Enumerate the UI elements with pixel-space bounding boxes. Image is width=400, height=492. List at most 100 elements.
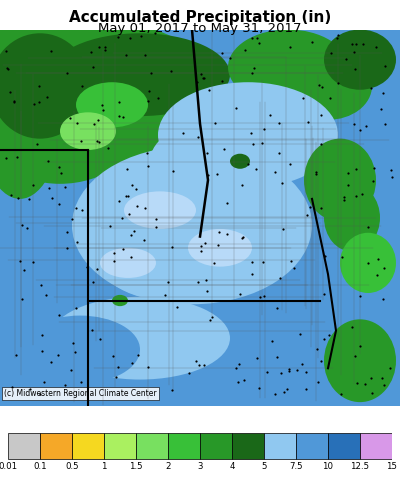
Ellipse shape <box>0 63 140 184</box>
Point <box>56 162 62 170</box>
Point <box>126 210 132 218</box>
Point <box>116 113 122 121</box>
Point <box>278 369 284 376</box>
Point <box>303 369 310 376</box>
Point <box>123 192 129 200</box>
Point <box>272 168 278 176</box>
Point <box>146 87 152 95</box>
Point <box>74 120 80 127</box>
Point <box>4 64 10 72</box>
Point <box>36 82 42 90</box>
Point <box>98 101 105 109</box>
Point <box>204 149 210 157</box>
Point <box>352 65 358 73</box>
Point <box>148 69 154 77</box>
Point <box>49 194 55 202</box>
Point <box>38 281 44 289</box>
Point <box>314 345 320 353</box>
Point <box>387 364 394 371</box>
Ellipse shape <box>150 120 290 203</box>
Bar <box>232 433 264 460</box>
Point <box>382 120 388 127</box>
Point <box>30 258 36 266</box>
Point <box>126 34 133 42</box>
Point <box>334 34 340 42</box>
Ellipse shape <box>324 184 380 251</box>
Point <box>236 290 243 298</box>
Point <box>170 167 176 175</box>
Point <box>287 43 293 51</box>
Point <box>269 338 276 345</box>
Point <box>26 195 32 203</box>
Point <box>242 46 248 54</box>
Point <box>318 83 325 91</box>
Point <box>348 323 355 331</box>
Point <box>46 184 53 192</box>
Point <box>198 242 204 249</box>
Point <box>89 326 95 334</box>
Text: 1.5: 1.5 <box>129 462 143 471</box>
Point <box>96 139 102 147</box>
Point <box>256 384 262 392</box>
Text: 7.5: 7.5 <box>289 462 303 471</box>
Ellipse shape <box>20 315 140 383</box>
Point <box>380 295 386 303</box>
Point <box>345 169 351 177</box>
Point <box>260 125 267 133</box>
Point <box>201 361 208 369</box>
Point <box>195 133 201 141</box>
Point <box>36 98 42 106</box>
Point <box>356 126 363 134</box>
Point <box>128 231 134 239</box>
Point <box>56 311 62 319</box>
Point <box>206 316 213 324</box>
Point <box>354 379 360 387</box>
Point <box>208 313 215 321</box>
Point <box>198 70 204 78</box>
Point <box>10 98 17 106</box>
Bar <box>72 433 104 460</box>
Point <box>360 40 366 48</box>
Point <box>168 67 175 75</box>
Point <box>240 233 246 241</box>
Point <box>350 48 357 56</box>
Point <box>141 236 147 244</box>
Ellipse shape <box>158 82 338 187</box>
Bar <box>296 433 328 460</box>
Point <box>368 84 374 92</box>
Point <box>256 39 262 47</box>
Point <box>382 62 389 70</box>
Point <box>278 179 285 186</box>
Point <box>317 357 324 365</box>
Point <box>18 221 25 229</box>
Point <box>84 263 90 271</box>
Point <box>90 121 97 128</box>
Point <box>359 189 365 197</box>
Point <box>254 354 260 362</box>
Point <box>363 122 370 130</box>
Bar <box>136 433 168 460</box>
Point <box>352 40 359 48</box>
Bar <box>8 433 40 460</box>
Ellipse shape <box>0 18 192 101</box>
Point <box>348 40 355 48</box>
Point <box>39 331 46 339</box>
Point <box>369 389 376 397</box>
Point <box>274 353 280 361</box>
Point <box>373 43 379 51</box>
Point <box>74 238 80 246</box>
Point <box>338 391 345 399</box>
Point <box>39 347 45 355</box>
Point <box>145 364 151 371</box>
Point <box>227 54 233 62</box>
Point <box>341 193 347 201</box>
Point <box>155 94 161 102</box>
Point <box>216 228 222 236</box>
Point <box>388 166 394 174</box>
Point <box>194 278 201 286</box>
Point <box>245 159 252 167</box>
Text: 1: 1 <box>101 462 107 471</box>
Ellipse shape <box>50 33 230 116</box>
Point <box>315 378 322 386</box>
Point <box>285 368 292 375</box>
